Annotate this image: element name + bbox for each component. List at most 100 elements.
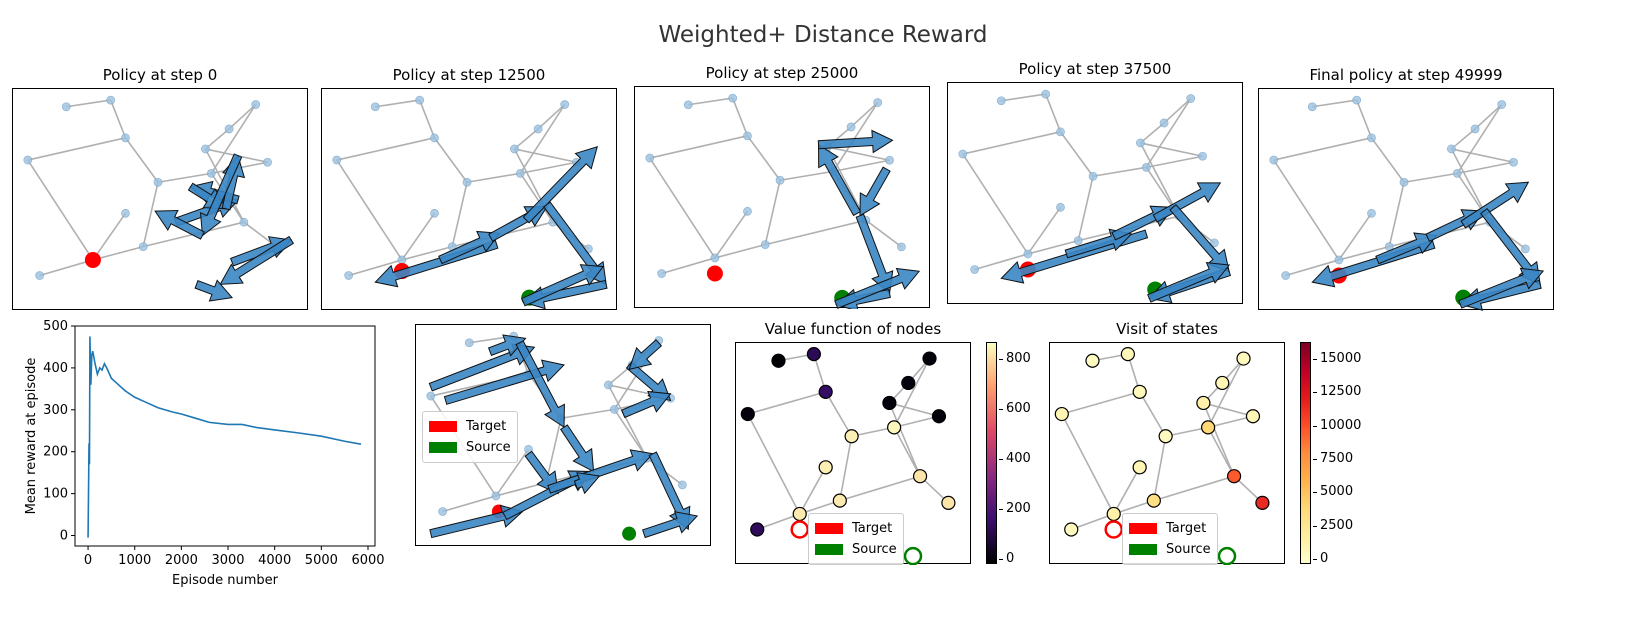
heat-node: [1158, 429, 1173, 444]
colorbar-tick: 0: [1312, 551, 1329, 566]
policy-graph: [23, 95, 295, 302]
graph-node: [1281, 271, 1291, 280]
graph-node: [710, 253, 720, 263]
y-tick-label: 300: [43, 403, 68, 418]
graph-edge: [537, 103, 566, 130]
graph-edge: [1451, 148, 1514, 164]
graph-edge: [1145, 98, 1192, 168]
legend-source-label: Source: [852, 542, 897, 557]
graph-edge: [851, 426, 895, 438]
colorbar-tick: 7500: [1312, 451, 1354, 466]
policy-arrow: [547, 449, 654, 494]
graph-edge: [228, 103, 257, 130]
panel-title-0: Policy at step 0: [102, 66, 218, 84]
graph-node: [1509, 157, 1518, 167]
graph-edge: [1370, 137, 1405, 183]
y-tick-label: 500: [43, 319, 68, 334]
graph-edge: [1163, 97, 1192, 124]
graph-edge: [157, 172, 212, 184]
graph-edge: [1338, 212, 1373, 261]
graph-node: [332, 155, 342, 165]
graph-edge: [1113, 466, 1141, 515]
target-swatch: [1129, 523, 1157, 534]
graph-edge: [442, 495, 497, 513]
policy-arrow: [1460, 181, 1530, 229]
graph-edge: [1153, 475, 1235, 502]
graph-edge: [1338, 245, 1390, 261]
graph-edge: [1044, 93, 1062, 133]
colorbar-tick: 0: [998, 551, 1015, 566]
graph-node: [121, 208, 130, 218]
graph-edge: [714, 243, 766, 259]
graph-node: [430, 208, 439, 218]
graph-edge: [746, 135, 781, 181]
graph-edge: [1070, 513, 1114, 531]
colorbar-tick: 600: [999, 401, 1031, 416]
x-tick-label: 0: [84, 553, 92, 568]
graph-edge: [893, 426, 921, 477]
graph-node: [1520, 244, 1530, 254]
graph-node: [23, 155, 33, 165]
heat-node: [1146, 493, 1161, 508]
graph-edge: [833, 159, 890, 173]
graph-edge: [66, 99, 111, 108]
graph-node: [996, 96, 1006, 106]
colorbar-tick: 15000: [1312, 351, 1362, 366]
graph-edge: [649, 135, 748, 159]
heat-node: [1245, 409, 1261, 424]
graph-node: [560, 100, 570, 109]
graph-edge: [401, 212, 436, 261]
y-tick-label: 100: [43, 487, 68, 502]
graph-edge: [1312, 99, 1357, 108]
policy-panel-0: [12, 88, 308, 310]
graph-node: [1056, 202, 1065, 212]
colorbar-tick: 2500: [1312, 517, 1354, 533]
graph-edge: [495, 448, 530, 497]
heat-node: [887, 420, 902, 435]
graph-node: [1198, 151, 1207, 161]
heat-node: [1064, 522, 1079, 537]
x-tick-label: 6000: [351, 553, 384, 568]
visit-title: Visit of states: [1116, 320, 1218, 338]
graph-edge: [962, 131, 1061, 155]
heat-node: [806, 347, 821, 362]
heat-node: [1215, 375, 1230, 391]
x-tick-label: 3000: [211, 553, 244, 568]
graph-node: [1073, 236, 1083, 246]
graph-node: [138, 242, 148, 252]
colorbar-tick: 200: [999, 501, 1031, 516]
graph-edge: [519, 172, 554, 223]
heat-node: [941, 495, 956, 510]
graph-edge: [1207, 415, 1254, 429]
policy-arrow: [438, 230, 501, 265]
policy-arrow: [522, 145, 599, 224]
plot-frame: [74, 325, 376, 547]
graph-node: [1446, 144, 1456, 154]
graph-edge: [1059, 131, 1094, 177]
graph-node: [491, 491, 501, 501]
graph-edge: [39, 259, 94, 277]
graph-edge: [1474, 103, 1503, 130]
graph-edge: [560, 408, 615, 420]
graph-edge: [1153, 436, 1167, 501]
policy-graph: [1269, 95, 1545, 311]
policy-arrow: [559, 424, 595, 473]
policy-panel-3: [947, 82, 1243, 304]
value-function-panel: Target Source: [735, 342, 971, 565]
visit-legend: Target Source: [1122, 513, 1218, 565]
reward-line: [87, 336, 362, 538]
graph-edge: [418, 99, 436, 139]
graph-node: [1135, 138, 1145, 148]
policy-arrow: [628, 339, 663, 371]
graph-edge: [1388, 182, 1405, 247]
graph-node: [153, 177, 163, 187]
graph-edge: [1456, 104, 1503, 174]
legend-target-label: Target: [852, 521, 893, 536]
graph-node: [970, 265, 980, 274]
legend-source-label: Source: [466, 440, 511, 455]
colorbar-tick: 400: [999, 451, 1031, 466]
policy-arrow: [642, 511, 699, 539]
graph-edge: [1273, 137, 1372, 161]
visit-colorbar: [1300, 342, 1311, 564]
graph-edge: [1207, 426, 1235, 477]
